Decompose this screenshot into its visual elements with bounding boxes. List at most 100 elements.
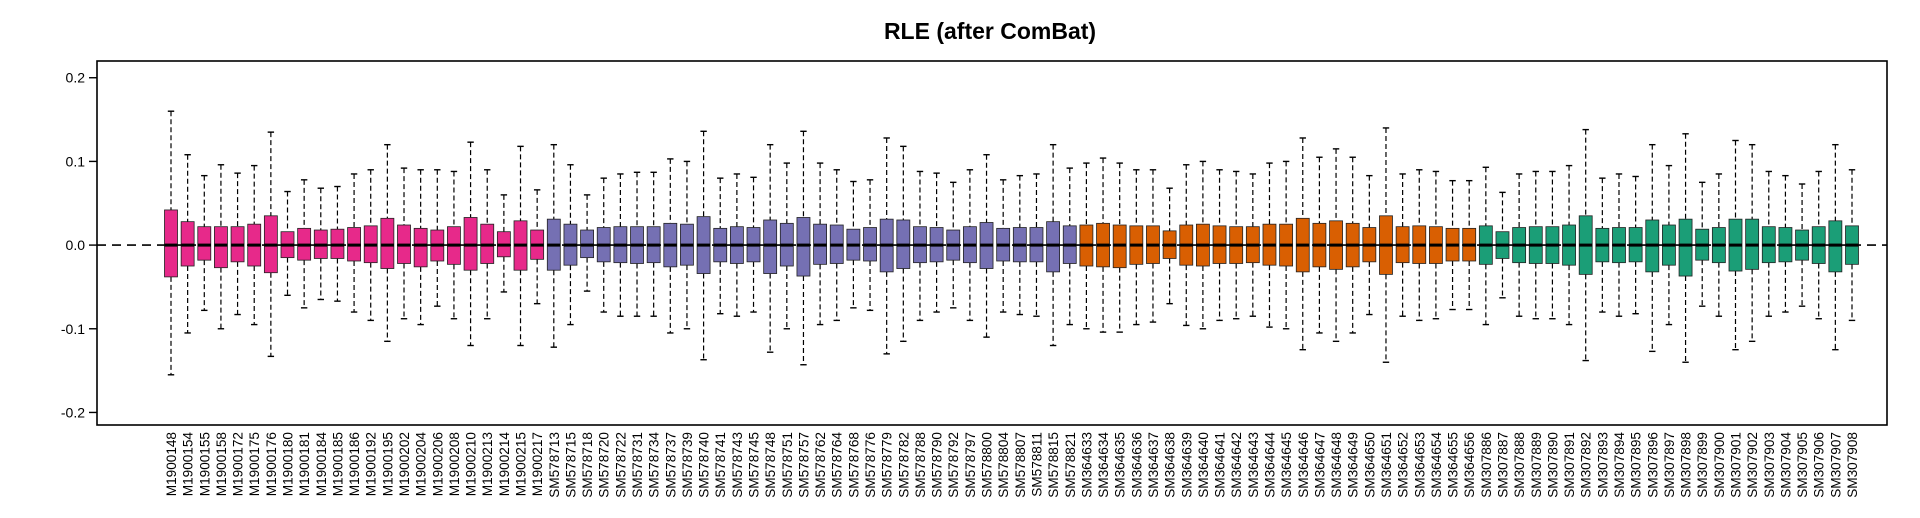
x-tick-label: M1900217 <box>530 432 545 496</box>
box-SM578811 <box>1029 173 1044 317</box>
box-SM307886 <box>1478 166 1493 326</box>
x-tick-label: SM307908 <box>1845 432 1860 498</box>
box-SM364636 <box>1129 169 1144 326</box>
box-SM578762 <box>813 162 827 326</box>
x-tick-label: SM578722 <box>613 432 628 498</box>
x-tick-label: SM307886 <box>1479 432 1494 498</box>
x-tick-label: SM578821 <box>1063 432 1078 498</box>
x-tick-label: SM578734 <box>647 432 662 498</box>
box-SM578776 <box>863 179 877 312</box>
x-tick-label: SM307898 <box>1679 432 1694 498</box>
x-tick-label: SM364648 <box>1329 432 1344 498</box>
iqr-box <box>164 209 178 278</box>
x-tick-label: SM307907 <box>1828 432 1843 498</box>
box-M1900214 <box>496 194 511 293</box>
box-M1900180 <box>280 190 295 296</box>
iqr-box <box>1046 221 1061 273</box>
box-SM578741 <box>713 177 728 315</box>
box-SM307907 <box>1828 143 1843 351</box>
box-M1900210 <box>463 141 478 347</box>
box-SM578731 <box>630 171 644 317</box>
x-tick-label: SM578751 <box>780 432 795 498</box>
x-tick-label: M1900176 <box>264 432 279 496</box>
x-tick-label: SM307887 <box>1495 432 1510 498</box>
x-tick-label: SM578779 <box>880 432 895 498</box>
box-M1900148 <box>164 110 178 376</box>
box-SM364637 <box>1146 169 1160 323</box>
box-SM364651 <box>1379 127 1393 363</box>
x-tick-label: SM364649 <box>1346 432 1361 498</box>
box-SM578790 <box>929 172 944 313</box>
x-tick-label: SM578792 <box>946 432 961 498</box>
box-M1900215 <box>513 145 528 347</box>
x-tick-label: M1900181 <box>297 432 312 496</box>
box-SM307903 <box>1761 170 1776 317</box>
x-tick-label: SM364634 <box>1096 432 1111 498</box>
x-tick-label: M1900172 <box>231 432 246 496</box>
x-tick-label: SM364640 <box>1196 432 1211 498</box>
box-M1900154 <box>180 154 195 334</box>
x-tick-label: M1900192 <box>364 432 379 496</box>
x-tick-label: SM578757 <box>796 432 811 498</box>
box-M1900155 <box>197 174 212 312</box>
x-tick-label: SM578715 <box>563 432 578 498</box>
x-tick-label: M1900154 <box>181 432 196 497</box>
x-tick-label: M1900214 <box>497 432 512 497</box>
x-tick-label: M1900195 <box>380 432 395 496</box>
x-tick-label: M1900155 <box>197 432 212 496</box>
x-tick-label: M1900175 <box>247 432 262 496</box>
box-SM364646 <box>1295 137 1310 351</box>
x-tick-label: SM364637 <box>1146 432 1161 498</box>
x-tick-label: M1900208 <box>447 432 462 496</box>
x-tick-label: M1900148 <box>164 432 179 496</box>
box-SM578734 <box>646 171 661 317</box>
x-tick-label: SM578811 <box>1029 432 1044 497</box>
y-tick-label: -0.2 <box>61 404 85 420</box>
x-tick-label: M1900210 <box>464 432 479 497</box>
y-tick-label: -0.1 <box>61 321 85 337</box>
box-SM578757 <box>796 130 811 366</box>
box-M1900195 <box>380 143 395 343</box>
box-SM307899 <box>1695 181 1710 307</box>
box-M1900158 <box>214 164 228 330</box>
box-SM307887 <box>1495 191 1510 299</box>
x-tick-label: SM364633 <box>1079 432 1094 498</box>
x-tick-label: SM364650 <box>1362 432 1377 498</box>
x-tick-label: SM307894 <box>1612 432 1627 498</box>
x-tick-label: SM364636 <box>1129 432 1144 498</box>
x-tick-label: M1900202 <box>397 432 412 496</box>
box-SM578751 <box>779 162 794 330</box>
box-SM578713 <box>546 143 561 348</box>
x-tick-label: SM578741 <box>713 432 728 498</box>
x-tick-label: SM364645 <box>1279 432 1294 498</box>
box-M1900206 <box>430 169 445 307</box>
x-tick-label: M1900180 <box>281 432 296 497</box>
x-tick-label: M1900184 <box>314 432 329 497</box>
x-tick-label: SM307889 <box>1529 432 1544 498</box>
box-SM578779 <box>879 137 894 355</box>
box-SM578748 <box>763 143 778 353</box>
box-SM578804 <box>996 179 1011 313</box>
x-tick-label: SM307890 <box>1545 432 1560 498</box>
x-tick-label: SM364647 <box>1312 432 1327 498</box>
box-M1900172 <box>230 172 245 316</box>
x-tick-label: SM307900 <box>1712 432 1727 498</box>
x-tick-label: SM578743 <box>730 432 745 498</box>
iqr-box <box>1678 218 1693 277</box>
iqr-box <box>796 217 811 277</box>
box-SM364635 <box>1112 162 1127 333</box>
box-M1900213 <box>480 169 495 320</box>
x-tick-label: SM364639 <box>1179 432 1194 498</box>
x-tick-label: SM364642 <box>1229 432 1244 498</box>
plot-frame <box>96 60 1888 426</box>
x-tick-label: SM364638 <box>1163 432 1178 498</box>
x-tick-label: M1900185 <box>330 432 345 496</box>
x-tick-label: SM307902 <box>1745 432 1760 498</box>
x-tick-label: SM578800 <box>980 432 995 498</box>
x-tick-label: M1900186 <box>347 432 362 496</box>
x-tick-label: SM307904 <box>1778 432 1793 498</box>
x-tick-label: SM578745 <box>747 432 762 498</box>
x-tick-label: M1900213 <box>480 432 495 496</box>
